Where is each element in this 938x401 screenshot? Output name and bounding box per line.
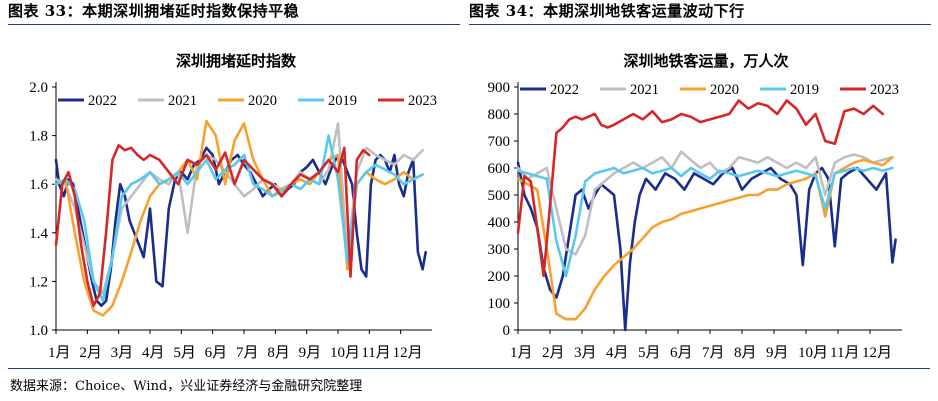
legend-item-2022: 2022 [58,93,117,109]
metro-ridership-chart: 深圳地铁客运量，万人次 0 100 200 300 400 500 600 700 800 900 1… [488,52,902,361]
legend-item-2021: 2021 [600,82,659,98]
y-tick-label: 300 [488,242,511,258]
y-tick-label: 1.2 [29,274,48,290]
right-figure-caption: 图表 34：本期深圳地铁客运量波动下行 [469,2,745,20]
x-tick-label: 1月 [510,345,533,361]
y-tick-label: 800 [488,107,511,123]
x-tick-label: 3月 [574,345,597,361]
x-tick-label: 5月 [173,345,196,361]
x-tick-label: 8月 [267,345,290,361]
x-tick-label: 8月 [734,345,757,361]
x-tick-label: 10月 [330,345,360,361]
legend-item-2021: 2021 [138,93,197,109]
y-tick-label: 500 [488,188,511,204]
y-tick-label: 200 [488,269,511,285]
legend-label: 2019 [328,93,357,109]
y-tick-label: 700 [488,134,511,150]
right-caption-rule [469,24,931,25]
x-tick-label: 5月 [638,345,661,361]
legend-label: 2020 [248,93,277,109]
y-tick-label: 900 [488,80,511,96]
legend-label: 2022 [550,82,579,98]
legend-label: 2021 [168,93,197,109]
series-line-2019 [516,166,894,278]
legend-label: 2023 [870,82,899,98]
x-tick-label: 9月 [766,345,789,361]
x-tick-label: 2月 [542,345,565,361]
data-source-note: 数据来源：Choice、Wind，兴业证券经济与金融研究院整理 [10,379,363,394]
legend-item-2023: 2023 [378,93,437,109]
y-tick-label: 1.4 [29,226,48,242]
legend-label: 2021 [630,82,659,98]
y-tick-label: 0 [503,323,511,339]
left-caption-rule [8,24,460,25]
legend-item-2019: 2019 [760,82,819,98]
x-tick-label: 11月 [361,345,390,361]
x-tick-label: 2月 [79,345,102,361]
legend-item-2019: 2019 [298,93,357,109]
x-tick-label: 4月 [606,345,629,361]
x-tick-label: 1月 [48,345,71,361]
y-tick-label: 1.8 [29,129,48,145]
legend-item-2023: 2023 [840,82,899,98]
y-tick-label: 100 [488,296,511,312]
y-tick-label: 400 [488,215,511,231]
y-tick-label: 1.0 [29,323,48,339]
legend-label: 2023 [408,93,437,109]
footer-rule [8,368,930,369]
legend-label: 2020 [710,82,739,98]
series-line-2022 [516,161,897,332]
congestion-index-chart: 深圳拥堵延时指数 1.0 1.2 1.4 1.6 1.8 2.0 1月 2月 3月 4月 5月 6月 7月… [29,52,437,361]
x-tick-label: 7月 [702,345,725,361]
series-line-2019 [54,134,424,303]
series-line-2023 [54,144,371,308]
left-figure-caption: 图表 33：本期深圳拥堵延时指数保持平稳 [8,2,300,20]
legend-item-2022: 2022 [520,82,579,98]
x-tick-label: 7月 [236,345,259,361]
series-line-2021 [516,150,894,256]
x-tick-label: 6月 [205,345,228,361]
legend-item-2020: 2020 [218,93,277,109]
legend-label: 2019 [790,82,819,98]
x-tick-label: 9月 [299,345,322,361]
y-tick-label: 600 [488,161,511,177]
x-tick-label: 11月 [830,345,859,361]
y-tick-label: 2.0 [29,80,48,96]
chart-title: 深圳拥堵延时指数 [176,52,297,70]
x-tick-label: 10月 [798,345,828,361]
legend-item-2020: 2020 [680,82,739,98]
x-tick-label: 6月 [670,345,693,361]
x-tick-label: 4月 [142,345,165,361]
y-tick-label: 1.6 [29,177,48,193]
legend-label: 2022 [88,93,117,109]
x-tick-label: 3月 [111,345,134,361]
chart-title: 深圳地铁客运量，万人次 [623,52,788,70]
x-tick-label: 12月 [393,345,423,361]
x-tick-label: 12月 [862,345,892,361]
series-line-2023 [516,99,885,278]
